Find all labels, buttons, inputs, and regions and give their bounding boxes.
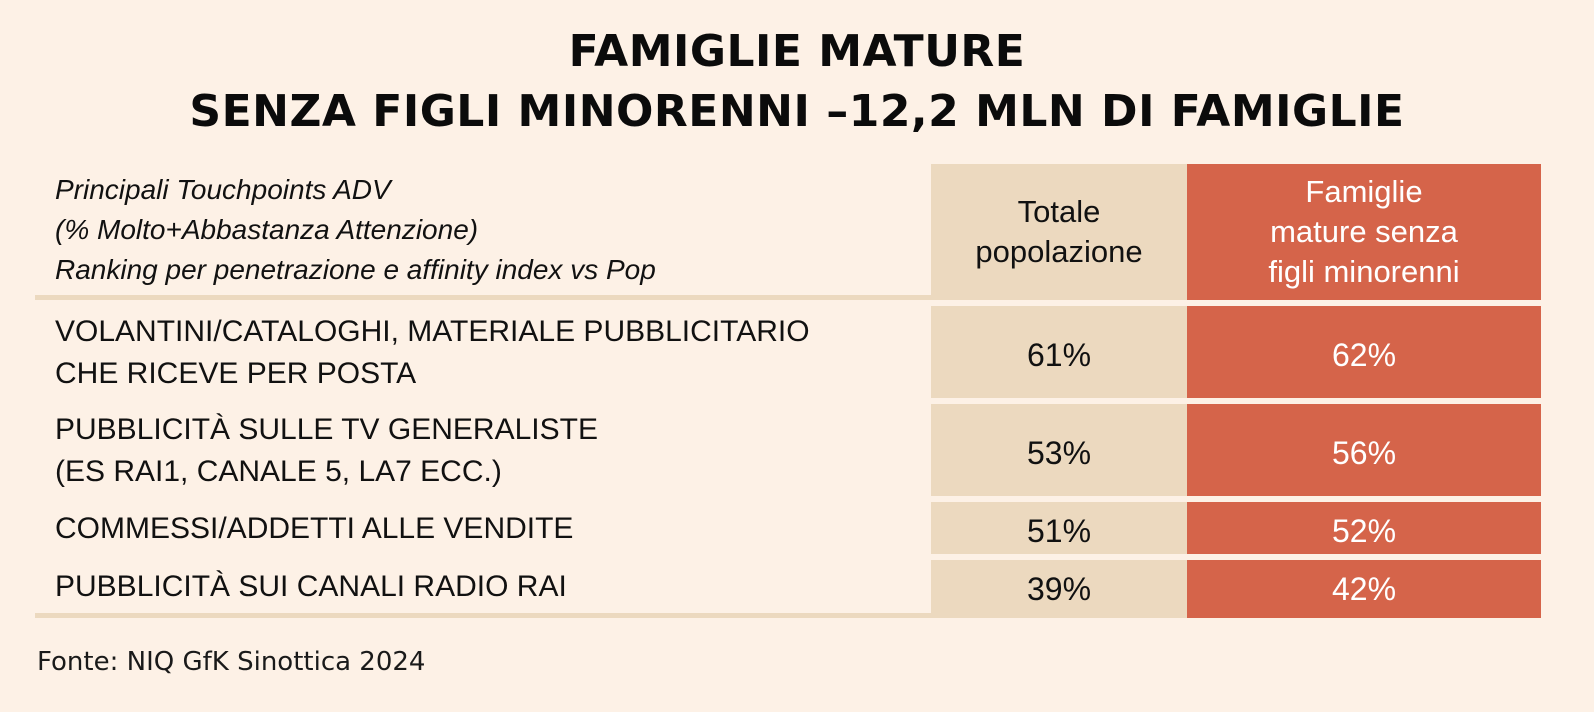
header-label-line: Ranking per penetrazione e affinity inde…	[55, 253, 656, 285]
table-row: COMMESSI/ADDETTI ALLE VENDITE 51% 52%	[35, 496, 1541, 560]
row-label: PUBBLICITÀ SULLE TV GENERALISTE (ES RAI1…	[35, 404, 931, 502]
source-note: Fonte: NIQ GfK Sinottica 2024	[37, 647, 426, 677]
table-row: VOLANTINI/CATALOGHI, MATERIALE PUBBLICIT…	[35, 300, 1541, 404]
value-total-population: 53%	[931, 404, 1187, 502]
header-pop-line: popolazione	[975, 234, 1143, 269]
header-fam-line: mature senza	[1270, 214, 1458, 249]
row-label-line: (ES RAI1, CANALE 5, LA7 ECC.)	[55, 454, 502, 488]
header-label-line: Principali Touchpoints ADV	[55, 173, 391, 205]
header-label-cell: Principali Touchpoints ADV (% Molto+Abba…	[35, 164, 931, 300]
header-label-line: (% Molto+Abbastanza Attenzione)	[55, 213, 479, 245]
value-total-population: 61%	[931, 306, 1187, 404]
value-total-population: 39%	[931, 560, 1187, 618]
value-total-population: 51%	[931, 502, 1187, 560]
table-header-row: Principali Touchpoints ADV (% Molto+Abba…	[35, 164, 1541, 300]
table-row: PUBBLICITÀ SULLE TV GENERALISTE (ES RAI1…	[35, 398, 1541, 502]
row-label: COMMESSI/ADDETTI ALLE VENDITE	[35, 502, 931, 560]
value-mature-families: 62%	[1187, 306, 1541, 404]
chart-title-line-1: FAMIGLIE MATURE	[568, 26, 1026, 77]
row-label-line: PUBBLICITÀ SULLE TV GENERALISTE	[55, 412, 598, 446]
header-fam-line: figli minorenni	[1268, 254, 1460, 289]
header-pop-line: Totale	[1017, 194, 1101, 229]
row-label-line: VOLANTINI/CATALOGHI, MATERIALE PUBBLICIT…	[55, 314, 810, 348]
row-label: PUBBLICITÀ SUI CANALI RADIO RAI	[35, 560, 931, 618]
header-total-population: Totale popolazione	[931, 164, 1187, 300]
header-mature-families: Famiglie mature senza figli minorenni	[1187, 164, 1541, 300]
row-label-line: CHE RICEVE PER POSTA	[55, 356, 417, 390]
value-mature-families: 56%	[1187, 404, 1541, 502]
value-mature-families: 52%	[1187, 502, 1541, 560]
chart-title-line-2: SENZA FIGLI MINORENNI –12,2 MLN DI FAMIG…	[189, 86, 1405, 137]
row-label-line: PUBBLICITÀ SUI CANALI RADIO RAI	[55, 569, 567, 603]
row-label-line: COMMESSI/ADDETTI ALLE VENDITE	[55, 511, 574, 545]
value-mature-families: 42%	[1187, 560, 1541, 618]
header-fam-line: Famiglie	[1305, 174, 1423, 209]
table-row: PUBBLICITÀ SUI CANALI RADIO RAI 39% 42%	[35, 554, 1541, 618]
row-label: VOLANTINI/CATALOGHI, MATERIALE PUBBLICIT…	[35, 306, 931, 404]
